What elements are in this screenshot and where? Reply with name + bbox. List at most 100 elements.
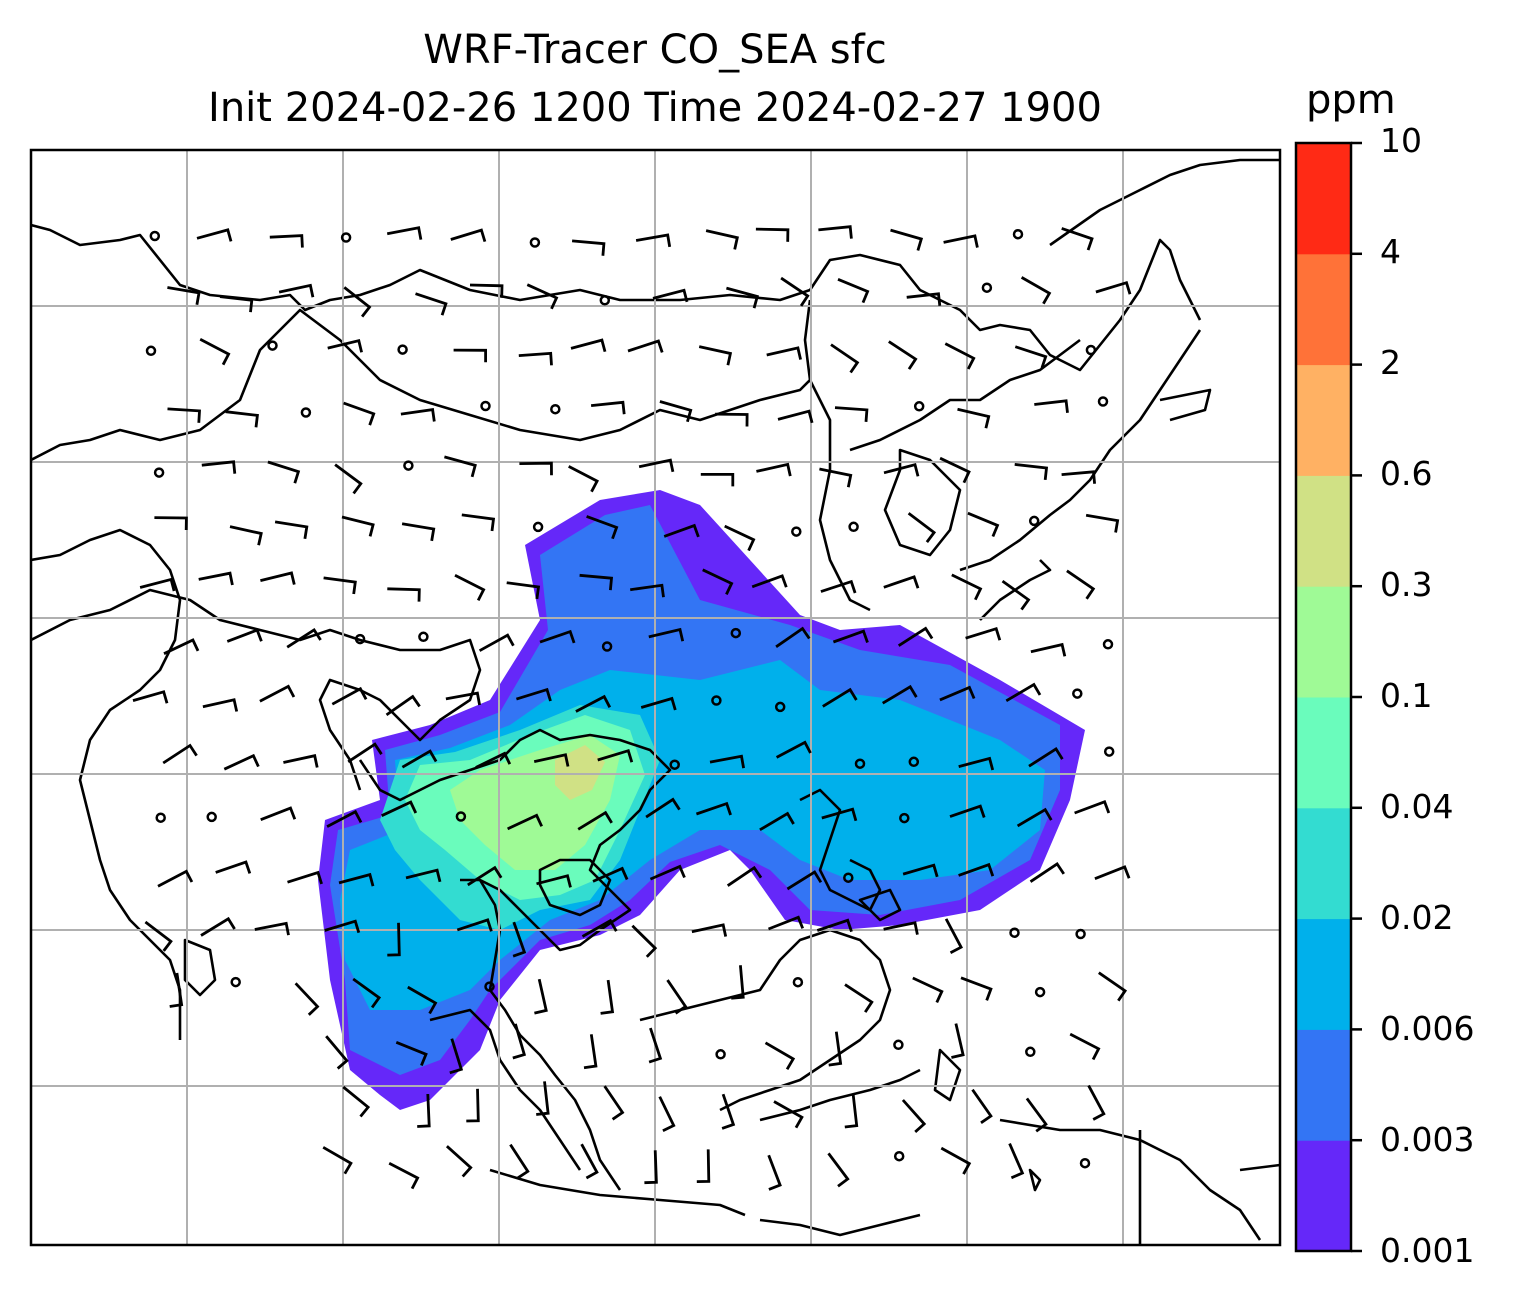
wind-barb	[759, 811, 795, 832]
wind-barb	[906, 292, 942, 306]
calm-wind-marker	[792, 976, 804, 988]
wind-barb	[1001, 579, 1031, 611]
wind-barb	[1034, 399, 1069, 413]
colorbar-segment	[1296, 1029, 1351, 1141]
wind-barb	[1014, 463, 1049, 481]
wind-barb	[169, 972, 184, 1008]
calm-wind-marker	[899, 812, 910, 824]
wind-barb	[715, 412, 749, 427]
wind-barb	[965, 626, 1002, 641]
calm-wind-marker	[1102, 639, 1114, 650]
colorbar-segment	[1296, 364, 1351, 476]
wind-barb	[347, 742, 383, 763]
wind-barb	[519, 461, 553, 476]
wind-barb	[943, 234, 979, 248]
wind-barb	[958, 756, 995, 771]
calm-wind-marker	[354, 633, 366, 645]
wind-barb	[827, 1152, 850, 1188]
wind-barb	[691, 923, 728, 937]
wind-barb	[401, 522, 436, 542]
calm-wind-marker	[1075, 928, 1086, 940]
wind-barb	[449, 1038, 464, 1075]
wind-barb	[267, 460, 301, 484]
wind-barb	[450, 228, 487, 243]
wind-barb	[586, 515, 619, 540]
wind-barb	[388, 1161, 420, 1190]
wind-barb	[326, 809, 363, 828]
wind-barb	[777, 409, 814, 424]
calm-wind-marker	[711, 695, 722, 706]
wind-barb	[828, 1031, 843, 1067]
calm-wind-marker	[843, 872, 854, 883]
wind-barb	[469, 283, 504, 298]
calm-wind-marker	[669, 759, 680, 770]
wind-barb	[1029, 861, 1065, 883]
wind-barb	[534, 978, 548, 1015]
wind-barb	[260, 806, 297, 822]
wind-barb	[698, 345, 733, 366]
colorbar-tick-label: 0.006	[1380, 1009, 1475, 1048]
tracer-shading	[318, 490, 1085, 1110]
colorbar-tick-label: 0.02	[1380, 898, 1454, 937]
colorbar-tick-label: 0.6	[1380, 454, 1433, 493]
wind-barb	[644, 1150, 658, 1185]
wind-barb	[721, 1093, 736, 1130]
calm-wind-marker	[397, 344, 408, 355]
wind-barb	[1008, 1143, 1025, 1180]
calm-wind-marker	[1025, 1046, 1036, 1058]
wind-barb	[157, 869, 194, 888]
wind-barb	[570, 338, 607, 353]
wind-barb	[415, 292, 448, 316]
wind-barb	[702, 568, 734, 596]
wind-barb	[912, 976, 944, 1003]
wind-barb	[751, 574, 788, 589]
wind-barb	[822, 687, 858, 708]
colorbar	[1296, 143, 1351, 1252]
wind-barb	[897, 626, 934, 647]
wind-barb	[269, 234, 304, 248]
wind-barb	[198, 571, 234, 586]
wind-barb	[939, 456, 971, 484]
calm-wind-marker	[403, 460, 414, 471]
colorbar-tick-label: 4	[1380, 232, 1401, 271]
wind-barb	[659, 400, 693, 423]
wind-barb	[780, 276, 810, 307]
calm-wind-marker	[267, 340, 278, 351]
colorbar-tick-label: 0.1	[1380, 676, 1433, 715]
wind-barb	[821, 807, 858, 822]
wind-barb	[219, 295, 254, 313]
wind-barb	[640, 696, 677, 711]
colorbar-tick-label: 0.3	[1380, 565, 1433, 604]
wind-barbs	[132, 225, 1132, 1191]
wind-barb	[445, 1145, 473, 1178]
wind-barb	[940, 1146, 972, 1175]
wind-barb	[597, 748, 634, 763]
wind-barb	[167, 286, 201, 305]
wind-barb	[200, 916, 236, 937]
colorbar-tick-label: 0.04	[1380, 787, 1454, 826]
wind-barb	[199, 338, 231, 366]
wind-barb	[1098, 971, 1128, 1002]
wind-barb	[274, 520, 309, 540]
wind-barb	[766, 346, 802, 360]
wind-barb	[167, 407, 201, 423]
calm-wind-marker	[730, 627, 742, 639]
wind-barb	[196, 228, 233, 242]
wind-barb	[444, 455, 477, 478]
wind-barb	[1016, 807, 1053, 828]
colorbar-segment	[1296, 807, 1351, 920]
wind-barb	[834, 406, 869, 423]
calm-wind-marker	[854, 758, 866, 769]
wind-barb	[635, 233, 672, 248]
wind-barb	[666, 979, 688, 1015]
wind-barb	[652, 288, 689, 303]
wind-barb	[638, 458, 675, 473]
wind-barb	[767, 1154, 782, 1191]
wind-barb	[163, 638, 200, 655]
wind-barb	[226, 628, 263, 643]
wind-barb	[648, 1027, 663, 1064]
wind-barb	[649, 864, 686, 881]
wind-barb	[229, 525, 263, 546]
wind-barb	[454, 573, 486, 602]
calm-wind-marker	[601, 641, 613, 652]
